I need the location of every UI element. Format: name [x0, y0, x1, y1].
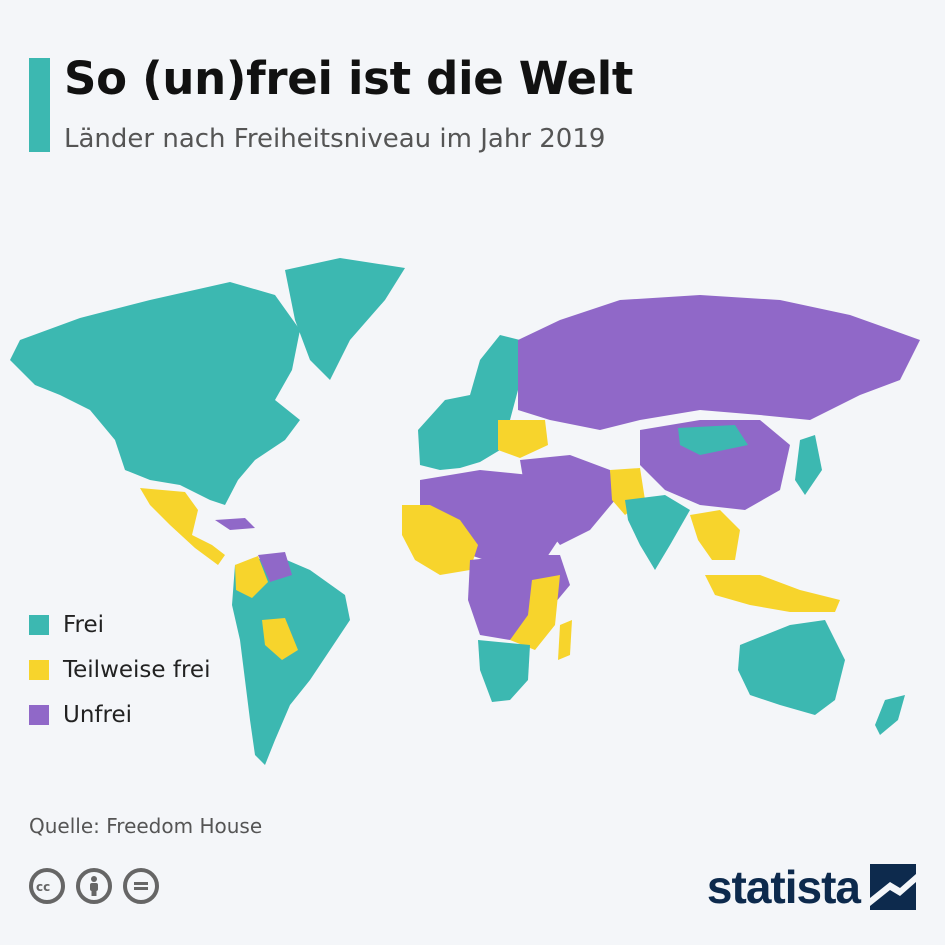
- statista-brand[interactable]: statista: [707, 860, 916, 914]
- region-bolivia: [262, 618, 298, 660]
- region-india: [625, 495, 690, 570]
- source-note: Quelle: Freedom House: [29, 814, 263, 838]
- world-map: [10, 258, 920, 765]
- legend-swatch-not-free: [29, 704, 49, 725]
- region-japan: [795, 435, 822, 495]
- attribution-icon[interactable]: [76, 868, 112, 904]
- legend-item-not-free: Unfrei: [29, 692, 210, 737]
- region-east-africa: [510, 575, 560, 650]
- page-title: So (un)frei ist die Welt: [64, 52, 634, 105]
- region-venezuela: [258, 552, 292, 582]
- region-mongolia: [678, 425, 748, 455]
- page-subtitle: Länder nach Freiheitsniveau im Jahr 2019: [64, 124, 606, 154]
- license-icons: cc: [29, 868, 159, 904]
- region-southeast-asia: [690, 510, 740, 560]
- cc-glyph-icon: cc: [36, 880, 50, 893]
- no-derivatives-icon[interactable]: [123, 868, 159, 904]
- legend: Frei Teilweise frei Unfrei: [29, 602, 210, 737]
- person-icon: [90, 876, 98, 896]
- accent-bar: [29, 58, 50, 152]
- statista-logo-icon: [870, 864, 916, 910]
- legend-swatch-free: [29, 614, 49, 635]
- legend-label-free: Frei: [63, 611, 105, 638]
- region-colombia: [235, 556, 268, 598]
- legend-item-free: Frei: [29, 602, 210, 647]
- region-china: [640, 420, 790, 510]
- legend-label-partly-free: Teilweise frei: [63, 656, 211, 683]
- legend-swatch-partly-free: [29, 659, 49, 680]
- region-southern-africa: [478, 640, 530, 702]
- region-cuba: [215, 518, 255, 530]
- region-madagascar: [558, 620, 572, 660]
- region-west-africa: [402, 505, 478, 575]
- region-north-america: [10, 282, 300, 505]
- region-eastern-europe: [498, 420, 548, 458]
- svg-text:cc: cc: [36, 880, 50, 893]
- region-greenland: [285, 258, 405, 380]
- legend-item-partly-free: Teilweise frei: [29, 647, 210, 692]
- equals-icon: [134, 882, 148, 890]
- region-mexico: [140, 488, 225, 565]
- region-central-africa: [468, 555, 570, 640]
- region-south-america: [232, 555, 350, 765]
- statista-wordmark: statista: [706, 861, 861, 913]
- region-indonesia: [705, 575, 840, 612]
- region-new-zealand: [875, 695, 905, 735]
- cc-icon[interactable]: cc: [29, 868, 65, 904]
- region-russia: [518, 295, 920, 430]
- region-australia: [738, 620, 845, 715]
- legend-label-not-free: Unfrei: [63, 701, 132, 728]
- region-europe: [418, 335, 520, 470]
